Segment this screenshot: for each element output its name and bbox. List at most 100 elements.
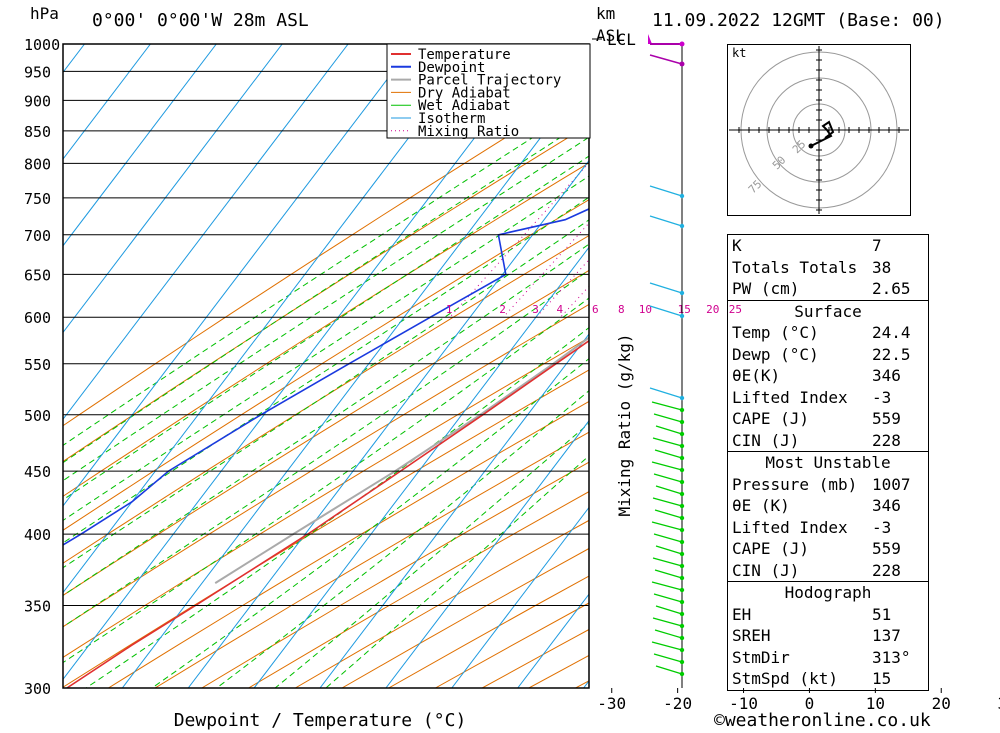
wind-barb [652, 617, 683, 627]
wind-barb [652, 437, 683, 447]
pressure-unit-label: hPa [30, 4, 59, 23]
temperature-tick-label: 0 [805, 694, 815, 713]
surface-stat-key: CAPE (J) [732, 409, 810, 428]
general-index-key: K [732, 236, 742, 255]
wind-dot [679, 455, 685, 461]
legend-entry: Isotherm [418, 111, 485, 127]
hodograph-point [808, 143, 814, 149]
surface-stat-value: 24.4 [872, 323, 911, 342]
general-index-value: 38 [872, 257, 892, 277]
most-unstable-stat-row: Lifted Index -3 [728, 517, 928, 539]
wind-dot [679, 527, 685, 533]
mixing-ratio-label: 8 [618, 303, 625, 316]
wet-adiabat-line [63, 219, 589, 569]
wind-barb [653, 413, 683, 423]
hodograph-stat-value: 15 [872, 669, 892, 688]
wind-barb [655, 425, 683, 435]
hodograph-stat-value: 137 [872, 626, 901, 645]
hodograph-stat-row: SREH 137 [728, 625, 928, 647]
isotherm-line [385, 419, 589, 688]
wet-adiabat-line [63, 118, 589, 464]
temperature-tick-label: -20 [663, 694, 692, 713]
wet-adiabat-line [274, 422, 589, 688]
surface-stat-value: 559 [872, 409, 901, 428]
isotherm-line [253, 246, 589, 688]
pressure-tick-label: 650 [24, 266, 51, 284]
hodograph-unit-label: kt [732, 46, 746, 60]
mixing-ratio-label: 25 [729, 303, 742, 316]
most-unstable-stat-value: -3 [872, 517, 892, 537]
wind-dot [679, 611, 685, 617]
general-index-value: 2.65 [872, 279, 911, 298]
wind-dot [679, 313, 685, 319]
surface-stat-value: 346 [872, 366, 901, 385]
surface-stat-row: Lifted Index -3 [728, 387, 928, 409]
general-index-key: Totals Totals [732, 257, 858, 277]
pressure-tick-label: 400 [24, 526, 51, 544]
legend-entry: Mixing Ratio [418, 124, 519, 140]
hodograph-stat-value: 313° [872, 647, 911, 667]
pressure-tick-label: 600 [24, 309, 51, 327]
copyright-label[interactable]: ©weatheronline.co.uk [714, 710, 931, 731]
wet-adiabat-line [325, 455, 589, 688]
dry-adiabat-line [63, 369, 589, 688]
hodograph-stat-value: 51 [872, 604, 892, 624]
isotherm-line [0, 44, 19, 688]
general-indices: K 7 Totals Totals 38 PW (cm) 2.65 [728, 235, 928, 301]
isotherm-line [319, 333, 589, 688]
dry-adiabat-line [63, 303, 589, 628]
most-unstable-stat-key: Lifted Index [732, 517, 848, 537]
wind-dot [679, 503, 685, 509]
surface-stat-row: Temp (°C) 24.4 [728, 322, 928, 344]
surface-stat-row: CAPE (J) 559 [728, 408, 928, 430]
mixing-ratio-label: 20 [706, 303, 719, 316]
isotherm-line [63, 44, 349, 421]
surface-stat-key: Temp (°C) [732, 323, 819, 342]
wind-barb [653, 473, 683, 483]
surface-section: Surface Temp (°C) 24.4 Dewp (°C) 22.5 θE(K) 3… [728, 301, 928, 452]
wind-barb [655, 665, 683, 675]
wind-barb [651, 521, 683, 531]
isotherm-line [63, 44, 151, 160]
temperature-tick-label: 30 [998, 694, 1000, 713]
hodograph-stat-key: EH [732, 604, 752, 624]
most-unstable-stat-value: 1007 [872, 474, 911, 494]
wind-barb [653, 653, 683, 663]
wind-dot [679, 647, 685, 653]
most-unstable-stat-row: Pressure (mb) 1007 [728, 474, 928, 496]
most-unstable-stat-key: CAPE (J) [732, 539, 810, 558]
wind-barb [649, 185, 683, 197]
wind-barb [649, 387, 683, 399]
wind-dot [679, 491, 685, 497]
surface-stat-key: θE(K) [732, 366, 781, 385]
dry-adiabat-line [63, 85, 589, 427]
temperature-tick-label: -30 [597, 694, 626, 713]
pressure-tick-label: 750 [24, 190, 51, 208]
most-unstable-section: Most Unstable Pressure (mb) 1007 θE (K) 346… [728, 452, 928, 582]
isotherm-line [187, 159, 589, 688]
wind-dot [679, 599, 685, 605]
most-unstable-stat-key: Pressure (mb) [732, 474, 858, 494]
plot-frame [62, 43, 590, 689]
surface-stat-value: -3 [872, 387, 892, 407]
dry-adiabat-line [63, 336, 589, 658]
wet-adiabat-line [63, 100, 589, 446]
dry-adiabat-line [108, 400, 589, 688]
hodograph-stat-row: StmDir 313° [728, 647, 928, 669]
wind-barb [655, 605, 683, 615]
wind-dot [679, 635, 685, 641]
wind-dot [679, 623, 685, 629]
most-unstable-title: Most Unstable [765, 453, 891, 472]
most-unstable-stat-row: CAPE (J) 559 [728, 538, 928, 560]
wind-barb [649, 282, 683, 294]
wind-dot [679, 515, 685, 521]
wind-dot [679, 407, 685, 413]
wind-barb [649, 215, 683, 227]
wind-dot [679, 575, 685, 581]
isotherm-line [121, 73, 589, 688]
wind-barb [651, 401, 683, 411]
legend-entry: Dry Adiabat [418, 85, 511, 101]
wind-barb [654, 569, 683, 579]
mixing-ratio-label: 4 [557, 303, 564, 316]
pressure-tick-label: 950 [24, 63, 51, 81]
